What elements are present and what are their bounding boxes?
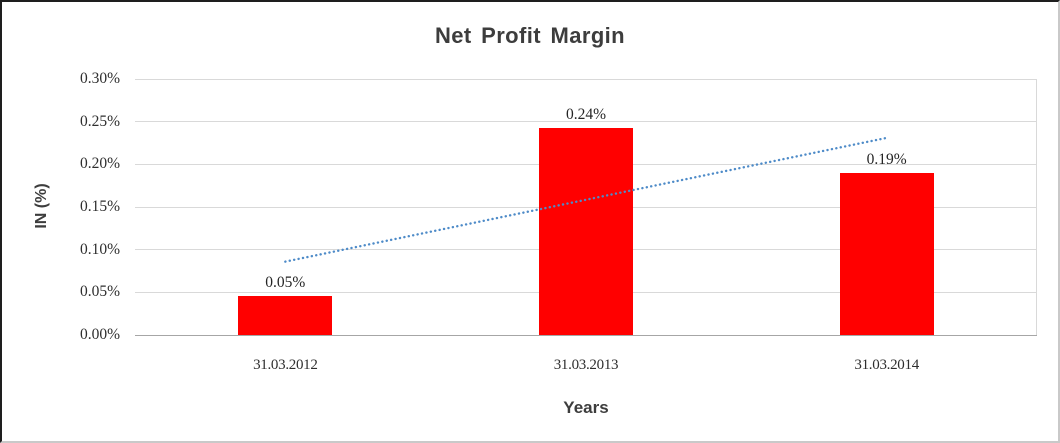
bar-data-label: 0.24% — [565, 105, 607, 123]
bar — [539, 127, 633, 335]
x-axis-line — [135, 334, 1037, 336]
x-tick-label: 31.03.2014 — [854, 357, 919, 373]
y-tick-label: 0.25% — [79, 112, 120, 130]
x-axis-title: Years — [563, 398, 609, 417]
x-tick-label: 31.03.2012 — [253, 357, 318, 373]
bar-data-label: 0.05% — [265, 273, 306, 291]
y-tick-label: 0.05% — [79, 283, 120, 301]
x-tick-label: 31.03.2013 — [553, 357, 619, 373]
chart-title: Net Profit Margin — [434, 23, 626, 48]
gridline — [135, 121, 1037, 123]
y-tick-label: 0.15% — [79, 198, 120, 215]
bar — [238, 295, 333, 335]
y-tick-label: 0.30% — [79, 70, 120, 87]
y-tick-label: 0.00% — [79, 326, 120, 343]
y-tick-label: 0.20% — [79, 155, 120, 173]
bar — [839, 172, 934, 335]
gridline — [135, 78, 1037, 80]
y-tick-label: 0.10% — [79, 240, 120, 258]
bar-data-label: 0.19% — [866, 150, 907, 168]
